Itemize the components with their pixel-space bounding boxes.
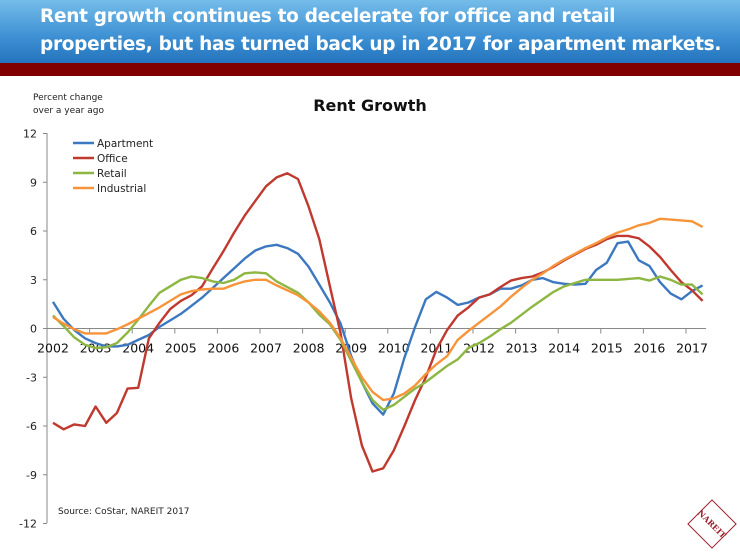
x-tick-label: 2005 — [165, 341, 197, 356]
x-tick-label: 2015 — [591, 341, 623, 356]
legend-label-office: Office — [97, 153, 128, 165]
logo-text: NAREIT — [696, 508, 729, 541]
accent-stripe — [0, 63, 740, 76]
x-tick-label: 2007 — [250, 341, 282, 356]
chart-title: Rent Growth — [313, 96, 427, 115]
series-line-office — [52, 172, 704, 473]
x-tick-label: 2013 — [506, 341, 538, 356]
y-tick-label: 0 — [30, 323, 37, 336]
headline-line-1: Rent growth continues to decelerate for … — [40, 6, 616, 27]
x-tick-label: 2006 — [207, 341, 239, 356]
x-tick-label: 2014 — [548, 341, 580, 356]
x-tick-label: 2002 — [37, 341, 69, 356]
y-tick-label: -9 — [26, 469, 37, 482]
series-line-apartment — [51, 240, 704, 416]
x-tick-label: 2016 — [633, 341, 665, 356]
y-tick-label: -3 — [26, 371, 37, 384]
logo-diamond — [687, 499, 737, 549]
headline-line-2: properties, but has turned back up in 20… — [40, 34, 722, 55]
y-tick-label: 12 — [23, 128, 37, 141]
y-axis-label-line-2: over a year ago — [33, 106, 104, 116]
source-note: Source: CoStar, NAREIT 2017 — [58, 507, 190, 517]
series-line-retail — [52, 271, 704, 411]
y-tick-label: -12 — [19, 518, 37, 531]
y-tick-label: 3 — [30, 274, 37, 287]
legend-label-apartment: Apartment — [97, 138, 153, 150]
legend-label-retail: Retail — [97, 168, 127, 180]
y-tick-label: 6 — [30, 225, 37, 238]
y-axis-label-line-1: Percent change — [33, 93, 103, 103]
x-tick-label: 2012 — [463, 341, 495, 356]
x-tick-label: 2010 — [378, 341, 410, 356]
y-tick-label: 9 — [30, 176, 37, 189]
title-banner: Rent growth continues to decelerate for … — [0, 0, 740, 63]
legend-label-industrial: Industrial — [97, 183, 146, 195]
x-tick-label: 2017 — [676, 341, 708, 356]
series-line-industrial — [52, 217, 704, 402]
x-tick-label: 2008 — [293, 341, 325, 356]
y-tick-label: -6 — [26, 420, 37, 433]
